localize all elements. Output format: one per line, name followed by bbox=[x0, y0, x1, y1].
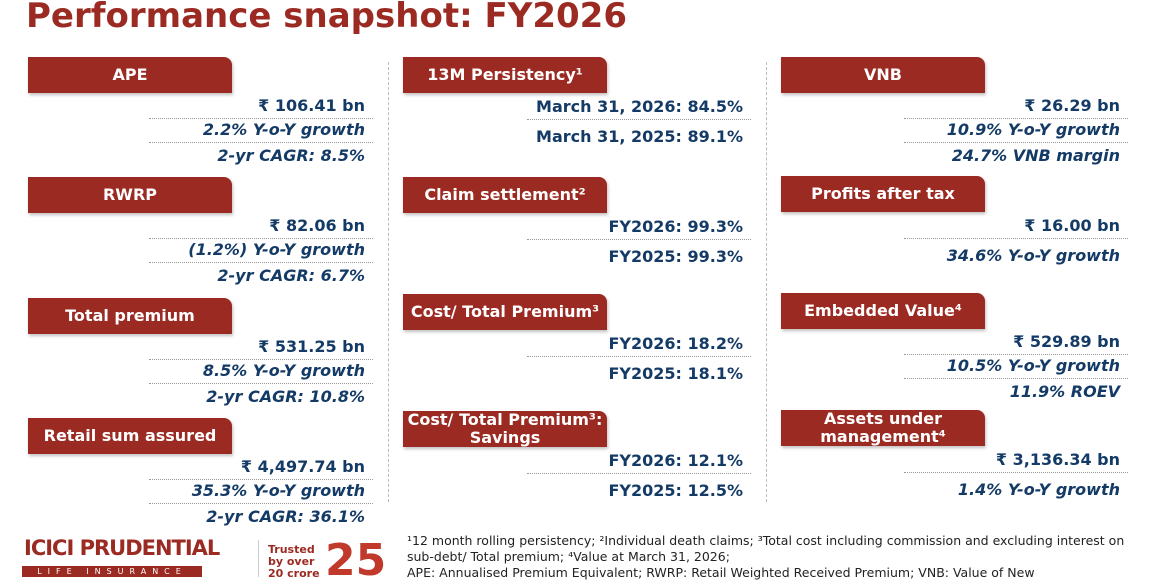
dotted-rule bbox=[904, 472, 1128, 473]
card-value: 10.9% Y-o-Y growth bbox=[946, 120, 1120, 139]
card-value: ₹ 82.06 bn bbox=[269, 216, 365, 235]
divider bbox=[258, 540, 259, 577]
card-value: (1.2%) Y-o-Y growth bbox=[188, 240, 365, 259]
anniversary-number: 25 bbox=[325, 535, 387, 586]
title: Performance snapshot: FY2026 bbox=[26, 0, 627, 36]
card-value: March 31, 2026: 84.5% bbox=[536, 97, 743, 116]
card-value: 2.2% Y-o-Y growth bbox=[202, 120, 365, 139]
dotted-rule bbox=[149, 383, 373, 384]
dotted-rule bbox=[149, 262, 373, 263]
footnotes: ¹12 month rolling persistency; ²Individu… bbox=[407, 533, 1142, 581]
separator bbox=[388, 62, 389, 502]
card-label: Retail sum assured bbox=[28, 418, 232, 454]
logo: ICICI PRUDENTIAL LIFE INSURANCE bbox=[14, 536, 254, 577]
card-value: ₹ 531.25 bn bbox=[258, 337, 365, 356]
dotted-rule bbox=[149, 359, 373, 360]
card-value: ₹ 3,136.34 bn bbox=[995, 450, 1120, 469]
dotted-rule bbox=[527, 356, 751, 357]
tagline: Trusted by over 20 crore bbox=[268, 543, 320, 580]
dotted-rule bbox=[527, 239, 751, 240]
dotted-rule bbox=[149, 479, 373, 480]
card-label: Embedded Value⁴ bbox=[781, 293, 985, 329]
dotted-rule bbox=[904, 118, 1128, 119]
card-value: 11.9% ROEV bbox=[1009, 382, 1120, 401]
dotted-rule bbox=[149, 142, 373, 143]
card-value: ₹ 4,497.74 bn bbox=[240, 457, 365, 476]
card-value: FY2026: 12.1% bbox=[608, 451, 743, 470]
card-value: March 31, 2025: 89.1% bbox=[536, 127, 743, 146]
dotted-rule bbox=[149, 238, 373, 239]
card-label: 13M Persistency¹ bbox=[403, 57, 607, 93]
dotted-rule bbox=[904, 354, 1128, 355]
separator bbox=[766, 62, 767, 502]
footnote: APE: Annualised Premium Equivalent; RWRP… bbox=[407, 565, 1035, 580]
card-value: 34.6% Y-o-Y growth bbox=[946, 246, 1120, 265]
card-value: 2-yr CAGR: 36.1% bbox=[206, 507, 365, 526]
card-value: ₹ 106.41 bn bbox=[258, 96, 365, 115]
card-value: ₹ 26.29 bn bbox=[1024, 96, 1120, 115]
card-label: Cost/ Total Premium³ bbox=[403, 294, 607, 330]
dotted-rule bbox=[527, 119, 751, 120]
dotted-rule bbox=[904, 238, 1128, 239]
card-label: Claim settlement² bbox=[403, 177, 607, 213]
card-label: RWRP bbox=[28, 177, 232, 213]
card-value: 2-yr CAGR: 8.5% bbox=[217, 146, 365, 165]
logo-sub: LIFE INSURANCE bbox=[22, 566, 202, 577]
card-label: Total premium bbox=[28, 298, 232, 334]
card-value: 8.5% Y-o-Y growth bbox=[202, 361, 365, 380]
card-value: FY2026: 99.3% bbox=[608, 217, 743, 236]
card-value: FY2025: 18.1% bbox=[608, 364, 743, 383]
dotted-rule bbox=[149, 503, 373, 504]
logo-name: ICICI PRUDENTIAL bbox=[24, 536, 220, 560]
card-value: 35.3% Y-o-Y growth bbox=[191, 481, 365, 500]
card-value: ₹ 16.00 bn bbox=[1024, 216, 1120, 235]
card-value: FY2025: 99.3% bbox=[608, 247, 743, 266]
card-label: APE bbox=[28, 57, 232, 93]
card-label: Profits after tax bbox=[781, 176, 985, 212]
card-value: ₹ 529.89 bn bbox=[1013, 332, 1120, 351]
card-label: VNB bbox=[781, 57, 985, 93]
dotted-rule bbox=[527, 473, 751, 474]
card-value: 10.5% Y-o-Y growth bbox=[946, 356, 1120, 375]
card-value: 2-yr CAGR: 10.8% bbox=[206, 387, 365, 406]
card-label: Assets under management⁴ bbox=[781, 410, 985, 446]
card-value: 2-yr CAGR: 6.7% bbox=[217, 266, 365, 285]
card-value: FY2026: 18.2% bbox=[608, 334, 743, 353]
card-value: 1.4% Y-o-Y growth bbox=[957, 480, 1120, 499]
card-value: FY2025: 12.5% bbox=[608, 481, 743, 500]
footnote: ¹12 month rolling persistency; ²Individu… bbox=[407, 533, 1125, 564]
card-label: Cost/ Total Premium³: Savings bbox=[403, 411, 607, 447]
dotted-rule bbox=[904, 378, 1128, 379]
card-value: 24.7% VNB margin bbox=[951, 146, 1120, 165]
dotted-rule bbox=[904, 142, 1128, 143]
dotted-rule bbox=[149, 118, 373, 119]
